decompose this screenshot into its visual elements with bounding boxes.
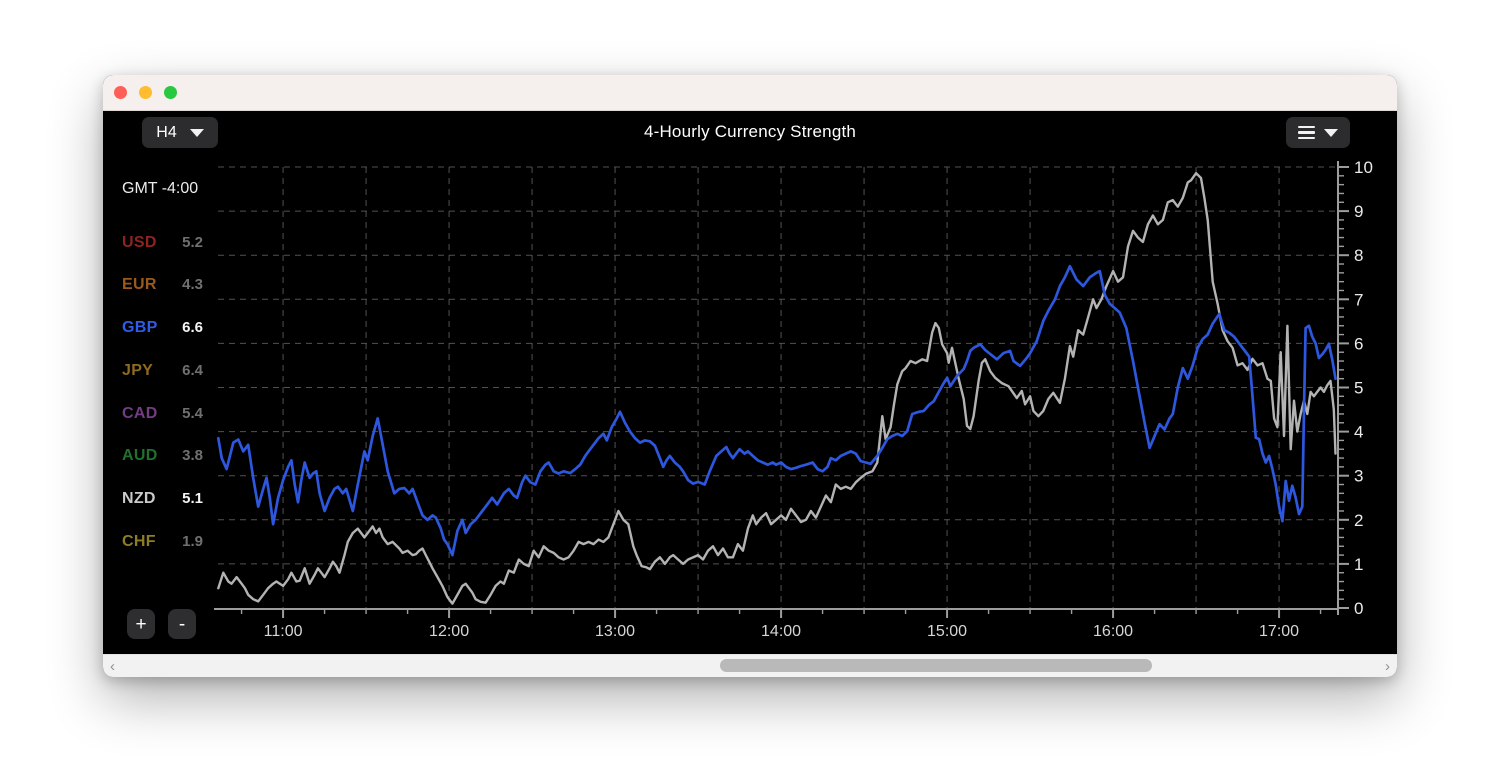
currency-code: GBP xyxy=(122,319,158,336)
menu-dropdown[interactable] xyxy=(1286,117,1350,148)
series-line-gbp xyxy=(216,264,1337,557)
currency-strength-value: 6.6 xyxy=(182,319,203,336)
scrollbar-thumb[interactable] xyxy=(720,659,1152,672)
y-tick-label: 0 xyxy=(1354,599,1363,618)
currency-row-eur[interactable]: EUR 4.3 xyxy=(122,276,203,294)
minimize-button[interactable] xyxy=(139,86,152,99)
currency-strength-value: 3.8 xyxy=(182,447,203,464)
currency-strength-value: 4.3 xyxy=(182,276,203,293)
x-tick-label: 16:00 xyxy=(1093,623,1133,640)
series-line-nzd xyxy=(217,172,1337,605)
x-tick-label: 15:00 xyxy=(927,623,967,640)
y-tick-label: 2 xyxy=(1354,511,1363,530)
currency-strength-value: 5.4 xyxy=(182,405,203,422)
x-tick-label: 14:00 xyxy=(761,623,801,640)
y-tick-label: 5 xyxy=(1354,379,1363,398)
currency-row-nzd[interactable]: NZD 5.1 xyxy=(122,490,203,508)
timeframe-label: H4 xyxy=(156,123,177,141)
y-tick-label: 9 xyxy=(1354,202,1363,221)
currency-strength-value: 5.1 xyxy=(182,490,203,507)
scroll-right-arrow[interactable]: › xyxy=(1385,657,1390,675)
currency-row-chf[interactable]: CHF 1.9 xyxy=(122,533,203,551)
y-tick-label: 4 xyxy=(1354,423,1363,442)
y-tick-label: 7 xyxy=(1354,290,1363,309)
timeframe-dropdown[interactable]: H4 xyxy=(142,117,218,148)
gmt-offset-label: GMT -4:00 xyxy=(122,180,199,197)
zoom-in-button[interactable]: + xyxy=(127,609,155,639)
currency-row-cad[interactable]: CAD 5.4 xyxy=(122,405,203,423)
chart-pane: H4 4-Hourly Currency Strength GMT -4:00 … xyxy=(103,111,1397,654)
y-tick-label: 3 xyxy=(1354,467,1363,486)
chevron-down-icon xyxy=(1324,128,1338,137)
currency-row-gbp[interactable]: GBP 6.6 xyxy=(122,319,203,337)
y-tick-label: 10 xyxy=(1354,158,1373,177)
page-title: 4-Hourly Currency Strength xyxy=(643,122,857,141)
currency-row-aud[interactable]: AUD 3.8 xyxy=(122,447,203,465)
currency-strength-value: 6.4 xyxy=(182,362,203,379)
window-controls xyxy=(114,86,177,99)
x-tick-label: 11:00 xyxy=(264,623,303,640)
chart-canvas[interactable]: 11:00 12:00 13:00 14:00 15:00 16:00 17:00 0 1 2 3 4… xyxy=(103,111,1397,656)
titlebar xyxy=(103,75,1397,111)
chevron-down-icon xyxy=(189,128,204,137)
maximize-button[interactable] xyxy=(164,86,177,99)
y-tick-label: 6 xyxy=(1354,334,1363,353)
horizontal-scrollbar[interactable]: ‹ › xyxy=(103,654,1397,677)
x-tick-label: 17:00 xyxy=(1259,623,1299,640)
currency-strength-value: 5.2 xyxy=(182,234,203,251)
x-tick-label: 12:00 xyxy=(429,623,469,640)
zoom-controls: + - xyxy=(127,609,196,639)
currency-code: NZD xyxy=(122,490,156,507)
x-tick-label: 13:00 xyxy=(595,623,635,640)
currency-code: CHF xyxy=(122,533,156,550)
currency-strength-value: 1.9 xyxy=(182,533,203,550)
scroll-left-arrow[interactable]: ‹ xyxy=(110,657,115,675)
currency-code: EUR xyxy=(122,276,157,293)
currency-code: CAD xyxy=(122,405,158,422)
currency-code: AUD xyxy=(122,447,158,464)
close-button[interactable] xyxy=(114,86,127,99)
y-tick-label: 1 xyxy=(1354,555,1363,574)
strength-chart-svg: 11:00 12:00 13:00 14:00 15:00 16:00 17:00 0 1 2 3 4… xyxy=(214,158,1373,640)
currency-code: USD xyxy=(122,234,157,251)
currency-row-jpy[interactable]: JPY 6.4 xyxy=(122,362,203,380)
zoom-out-button[interactable]: - xyxy=(168,609,196,639)
app-window: H4 4-Hourly Currency Strength GMT -4:00 … xyxy=(103,75,1397,677)
y-tick-label: 8 xyxy=(1354,246,1363,265)
currency-code: JPY xyxy=(122,362,154,379)
currency-row-usd[interactable]: USD 5.2 xyxy=(122,234,203,252)
hamburger-icon xyxy=(1298,125,1315,140)
